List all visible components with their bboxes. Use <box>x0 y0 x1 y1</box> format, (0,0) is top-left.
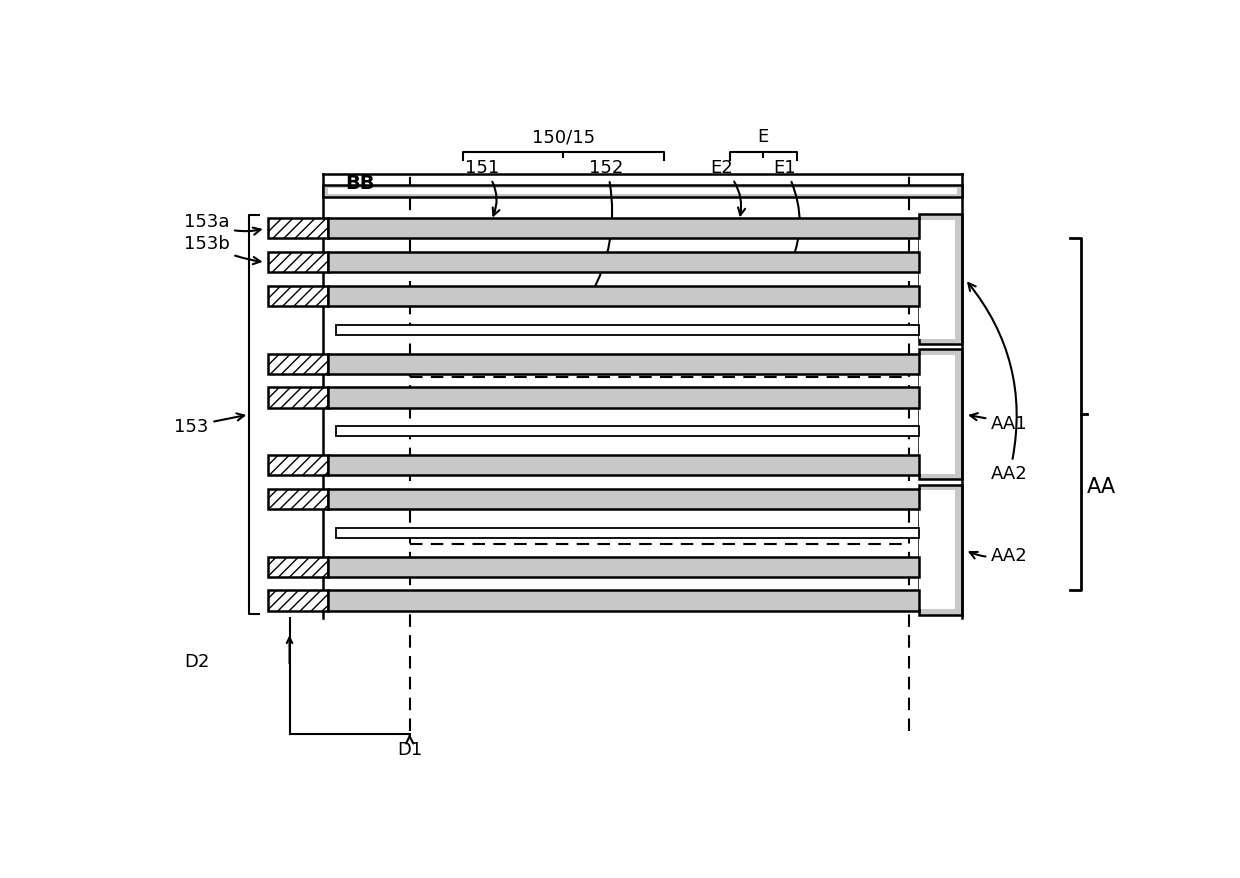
Bar <box>919 486 962 615</box>
Text: 153b: 153b <box>184 235 260 265</box>
Bar <box>327 253 919 273</box>
Bar <box>327 189 957 195</box>
Bar <box>336 427 919 437</box>
Text: AA: AA <box>1087 476 1116 496</box>
Bar <box>268 286 327 306</box>
Bar <box>268 557 327 577</box>
Bar <box>268 388 327 408</box>
Text: 152: 152 <box>589 159 624 297</box>
Bar <box>268 489 327 509</box>
Bar <box>336 529 919 538</box>
Bar <box>919 356 955 474</box>
Bar <box>327 286 919 306</box>
Text: D1: D1 <box>397 734 423 758</box>
Text: AA2: AA2 <box>970 546 1028 564</box>
Text: E2: E2 <box>711 159 745 216</box>
Text: 150/15: 150/15 <box>532 128 595 146</box>
Bar <box>327 388 919 408</box>
Bar <box>919 350 962 480</box>
Bar <box>919 491 955 609</box>
Bar <box>336 326 919 335</box>
Text: D2: D2 <box>185 652 210 670</box>
Text: AA1: AA1 <box>970 414 1028 432</box>
Text: 151: 151 <box>465 159 500 216</box>
Bar <box>268 456 327 476</box>
Text: AA2: AA2 <box>968 284 1028 483</box>
Text: 153a: 153a <box>184 212 260 235</box>
Bar <box>327 557 919 577</box>
Bar <box>324 186 962 198</box>
Bar <box>919 220 955 339</box>
Bar <box>268 253 327 273</box>
Text: E: E <box>758 128 769 146</box>
Text: BB: BB <box>345 174 374 192</box>
Bar <box>268 219 327 239</box>
Bar <box>268 591 327 611</box>
Bar <box>327 489 919 509</box>
Text: E1: E1 <box>774 159 800 263</box>
Text: 153: 153 <box>175 414 244 435</box>
Bar <box>327 591 919 611</box>
Bar <box>327 456 919 476</box>
Bar <box>327 354 919 374</box>
Bar <box>327 219 919 239</box>
Bar <box>268 354 327 374</box>
Bar <box>919 215 962 345</box>
